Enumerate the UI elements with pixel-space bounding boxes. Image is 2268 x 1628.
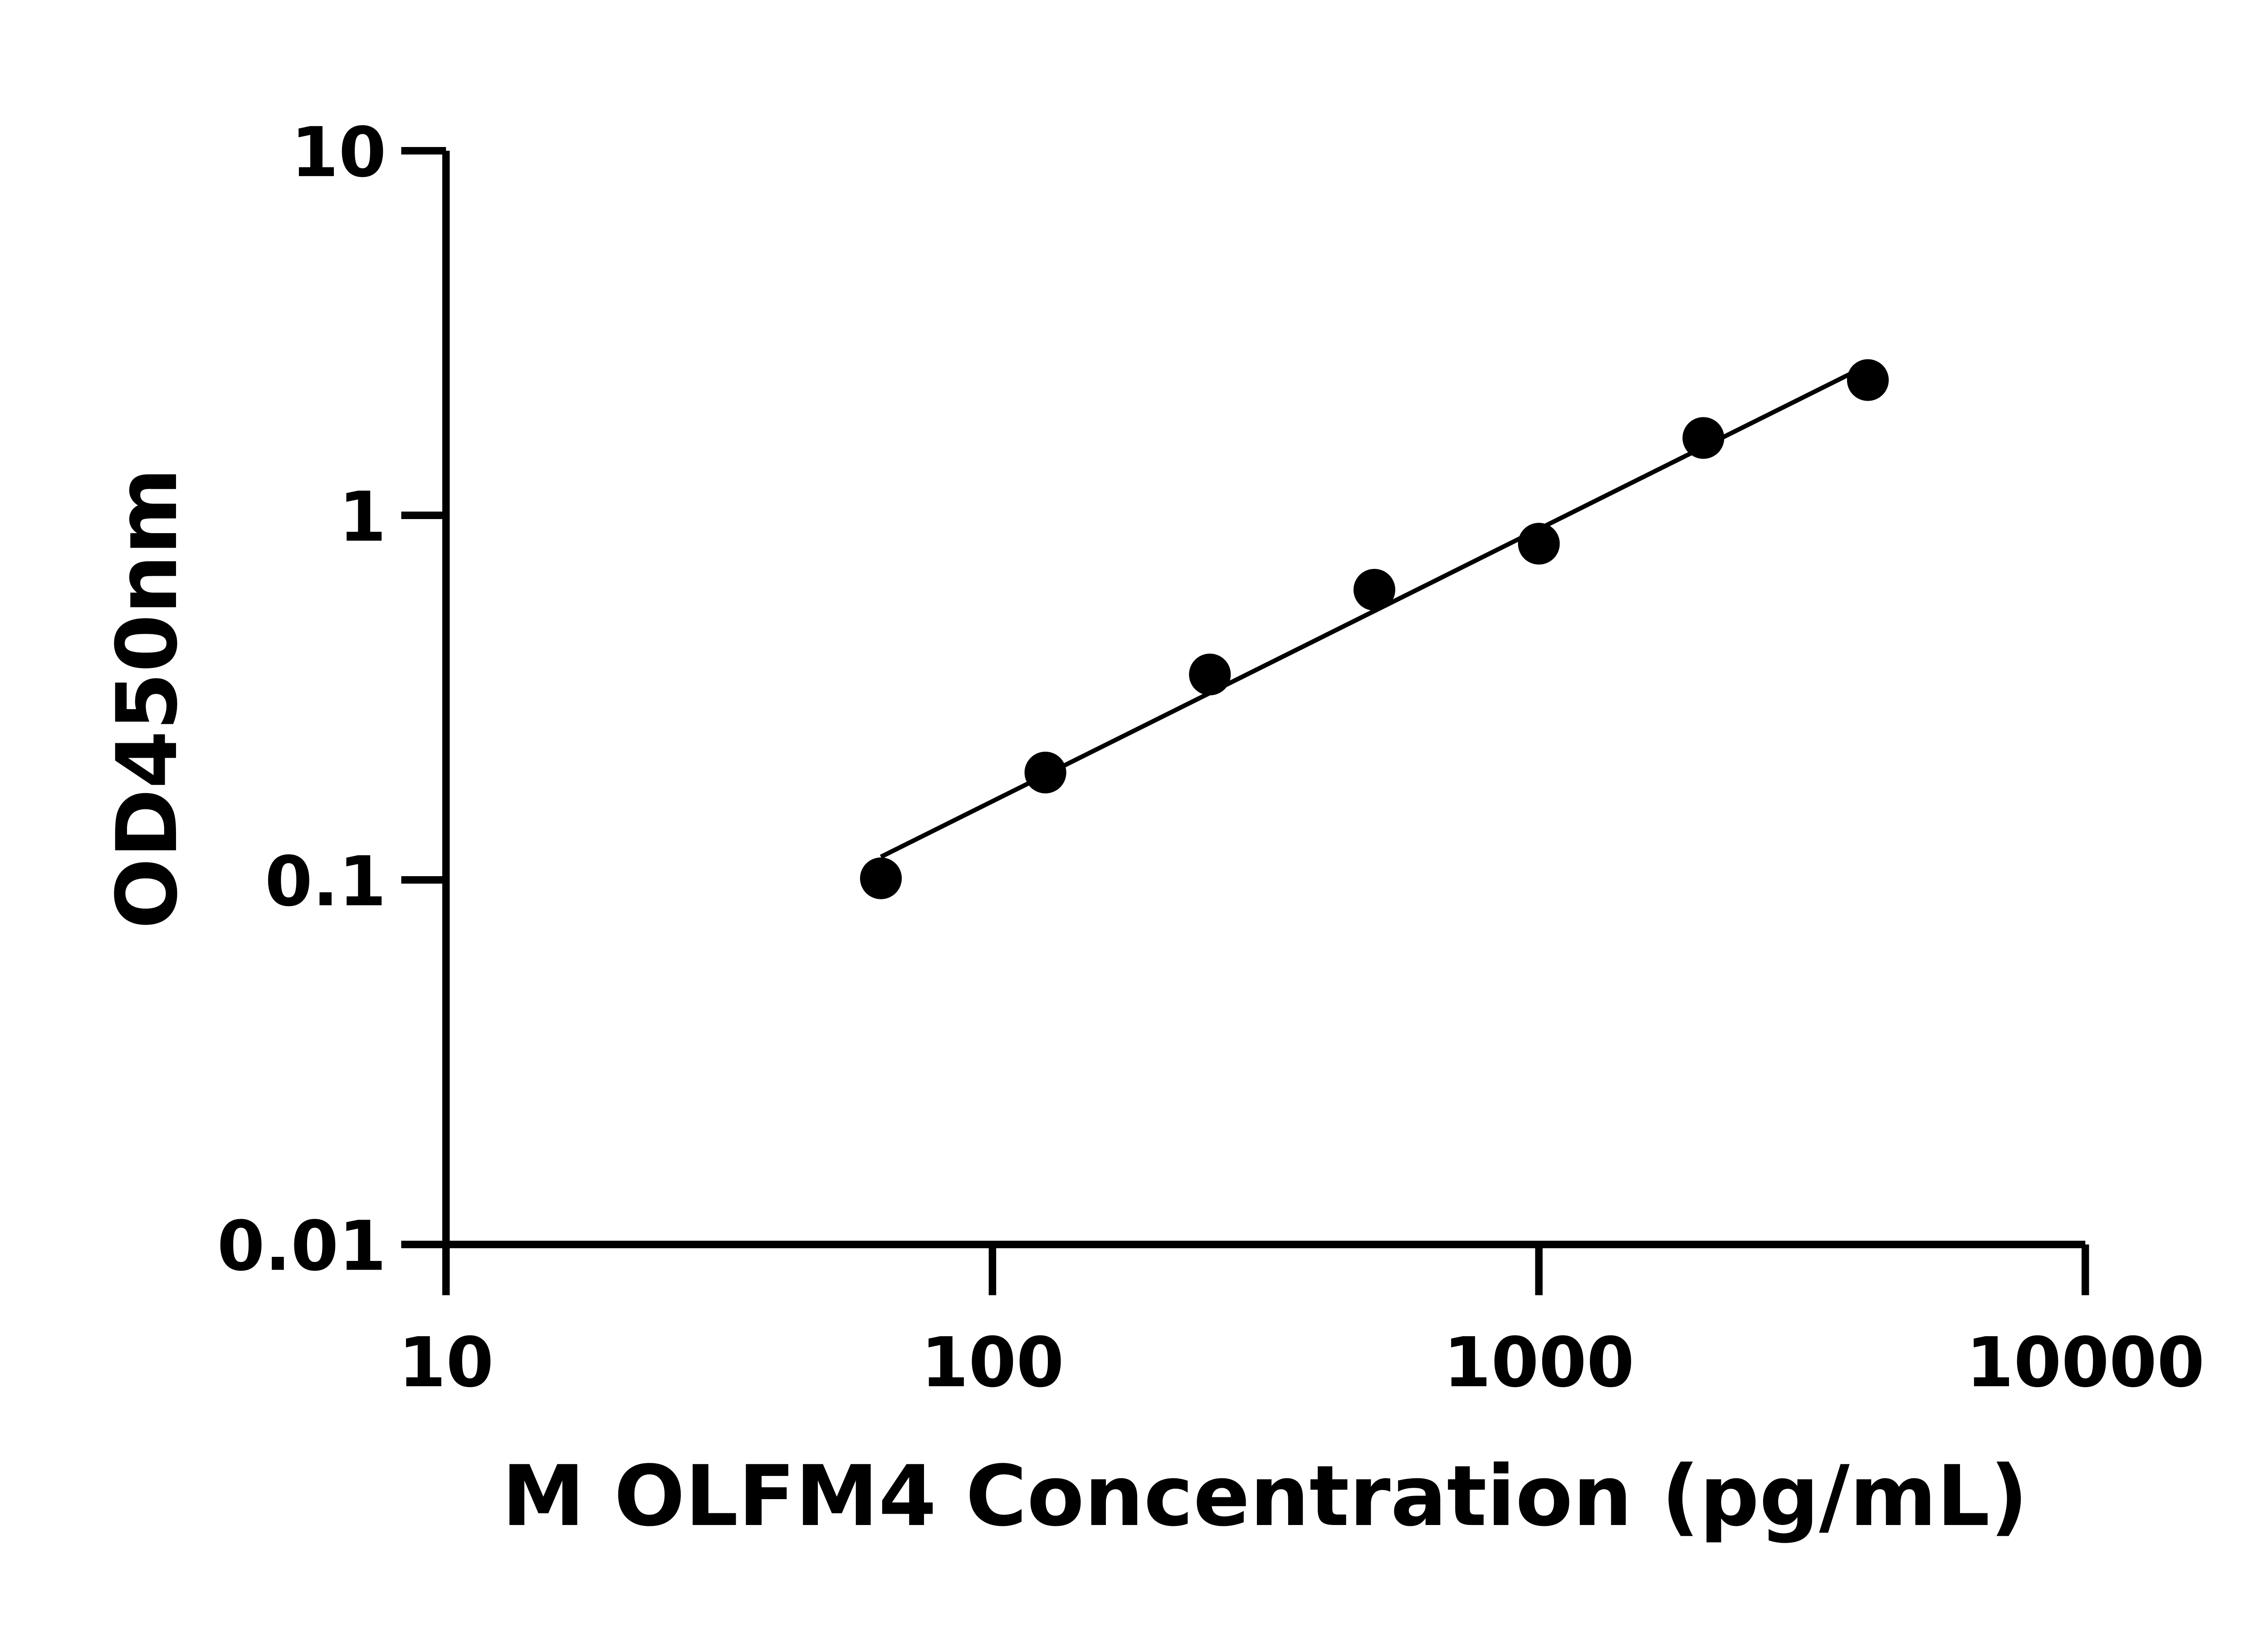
data-point — [860, 857, 902, 899]
x-tick-label: 10 — [398, 1323, 494, 1402]
data-point — [1847, 359, 1889, 401]
y-tick-label: 1 — [338, 477, 386, 557]
y-tick-label: 0.01 — [217, 1206, 386, 1286]
data-point — [1024, 751, 1066, 794]
y-axis-label: OD450nm — [99, 468, 196, 929]
axes — [401, 147, 2089, 1295]
tick-labels: 10 100 1000 10000 0.01 0.1 1 10 — [217, 113, 2205, 1402]
data-points — [860, 359, 1889, 899]
data-point — [1682, 417, 1725, 459]
y-tick-label: 0.1 — [265, 842, 386, 922]
data-point — [1189, 653, 1231, 696]
data-point — [1518, 523, 1560, 565]
x-axis-label: M OLFM4 Concentration (pg/mL) — [502, 1448, 2028, 1545]
y-tick-label: 10 — [291, 113, 386, 192]
x-tick-label: 10000 — [1966, 1323, 2204, 1402]
x-tick-label: 100 — [921, 1323, 1064, 1402]
data-point — [1353, 569, 1395, 611]
x-tick-label: 1000 — [1443, 1323, 1634, 1402]
